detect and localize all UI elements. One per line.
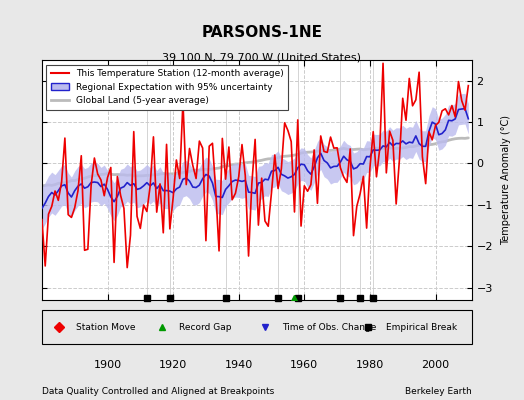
Text: PARSONS-1NE: PARSONS-1NE	[202, 25, 322, 40]
Text: Record Gap: Record Gap	[179, 322, 232, 332]
Y-axis label: Temperature Anomaly (°C): Temperature Anomaly (°C)	[501, 115, 511, 245]
Text: Data Quality Controlled and Aligned at Breakpoints: Data Quality Controlled and Aligned at B…	[42, 387, 274, 396]
Text: 1940: 1940	[225, 360, 253, 370]
Text: Time of Obs. Change: Time of Obs. Change	[282, 322, 377, 332]
Legend: This Temperature Station (12-month average), Regional Expectation with 95% uncer: This Temperature Station (12-month avera…	[47, 64, 289, 110]
Text: 1960: 1960	[290, 360, 319, 370]
Text: 2000: 2000	[421, 360, 450, 370]
Text: 1920: 1920	[159, 360, 187, 370]
Text: Empirical Break: Empirical Break	[386, 322, 457, 332]
Text: Station Move: Station Move	[77, 322, 136, 332]
Text: 39.100 N, 79.700 W (United States): 39.100 N, 79.700 W (United States)	[162, 52, 362, 62]
Text: Berkeley Earth: Berkeley Earth	[405, 387, 472, 396]
Text: 1980: 1980	[356, 360, 384, 370]
Text: 1900: 1900	[93, 360, 122, 370]
